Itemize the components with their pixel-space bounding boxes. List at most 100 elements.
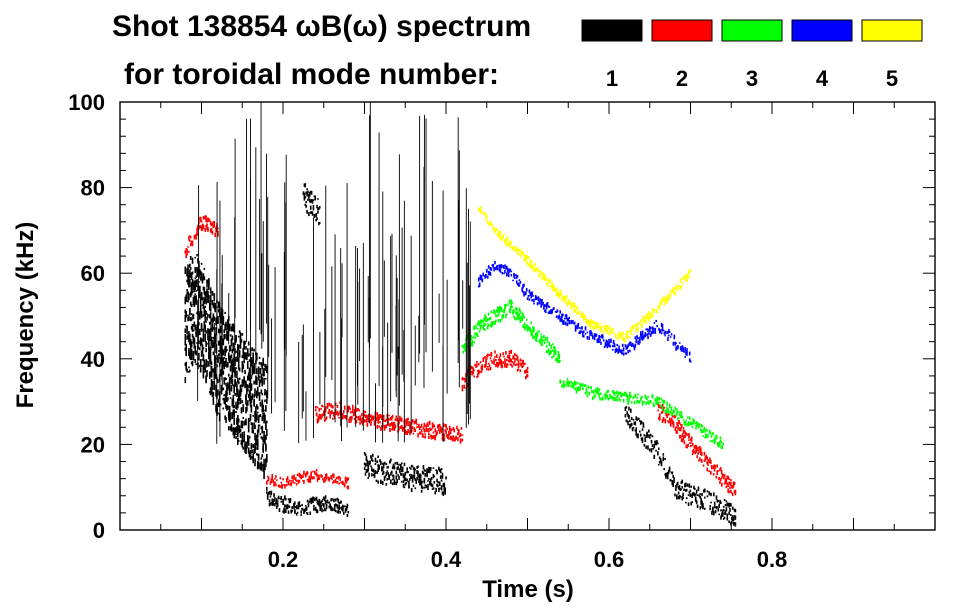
spectral-point [241,333,244,336]
spectral-point [531,298,533,302]
spectral-point [726,475,729,480]
spectral-point [696,447,698,452]
spectral-point [526,370,529,374]
spectral-point [217,389,219,394]
spectral-point [187,267,189,270]
spectral-point [370,455,372,458]
streak [442,190,444,442]
spectral-point [533,298,535,303]
spectral-point [321,508,323,513]
spectral-point [250,383,253,391]
spectral-point [589,333,591,336]
spectral-point [668,292,671,297]
spectral-point [346,485,349,489]
legend-label: 1 [606,66,618,91]
spectral-point [430,436,433,440]
spectral-point [660,332,663,335]
spectral-point [675,487,677,491]
spectral-point [677,491,680,495]
spectral-point [206,313,208,315]
spectral-point [499,306,502,309]
spectral-point [611,344,614,348]
spectral-point [658,397,660,401]
spectral-point [430,428,433,431]
spectral-point [606,394,609,398]
spectral-point [308,501,311,503]
spectral-point [416,423,418,426]
spectral-point [255,406,257,409]
spectral-point [624,414,627,418]
spectral-point [208,314,211,319]
spectral-point [661,399,664,403]
spectral-point [199,339,202,347]
spectral-point [230,385,233,392]
spectral-point [207,334,209,341]
spectral-point [577,388,580,392]
spectral-point [260,389,263,394]
spectral-point [605,331,608,334]
spectral-point [513,315,515,319]
streak [378,132,380,386]
spectral-point [694,497,697,502]
spectral-point [274,497,276,502]
streak [468,208,469,425]
mode-track-n2 [266,468,350,490]
spectral-point [215,374,217,380]
spectral-point [342,415,344,420]
spectral-point [472,336,475,339]
spectral-point [639,321,641,324]
spectral-point [730,479,732,481]
spectral-point [694,450,697,454]
streak [387,322,389,426]
spectral-point [185,343,188,350]
spectral-point [628,406,630,411]
spectral-point [301,475,303,478]
streak [419,115,421,354]
spectral-point [262,404,264,413]
spectral-point [598,392,600,398]
spectral-point [482,325,485,330]
spectral-point [240,408,243,414]
spectral-point [432,487,435,490]
spectral-point [727,488,729,493]
spectral-point [240,439,243,446]
spectral-point [729,486,731,490]
spectral-point [213,316,216,322]
spectral-point [246,348,249,357]
spectral-point [709,431,712,434]
spectral-point [496,265,498,269]
spectral-point [490,267,493,271]
spectral-point [657,409,659,412]
spectral-point [208,371,211,375]
spectral-point [543,305,545,310]
spectral-point [485,319,487,323]
spectral-point [515,311,517,314]
spectral-point [429,480,431,486]
spectral-point [195,280,197,283]
spectral-point [578,310,581,314]
spectral-point [403,462,406,467]
spectral-point [574,309,577,312]
spectral-point [247,425,250,433]
spectral-point [231,365,234,372]
spectral-point [596,322,599,324]
spectral-point [486,325,489,330]
spectral-point [228,413,231,419]
spectral-point [573,309,576,313]
spectral-point [494,322,496,325]
spectral-point [689,493,692,498]
spectral-point [417,470,419,475]
spectral-point [703,459,706,462]
spectral-point [232,345,235,352]
spectral-point [607,325,609,330]
spectral-point [593,333,596,337]
spectral-point [408,429,410,433]
spectral-point [376,424,379,429]
spectral-point [410,487,413,493]
spectral-point [405,430,408,436]
spectral-point [719,436,722,439]
spectral-point [519,320,522,323]
spectral-point [390,479,392,484]
spectral-point [665,410,667,413]
spectral-point [610,341,612,344]
